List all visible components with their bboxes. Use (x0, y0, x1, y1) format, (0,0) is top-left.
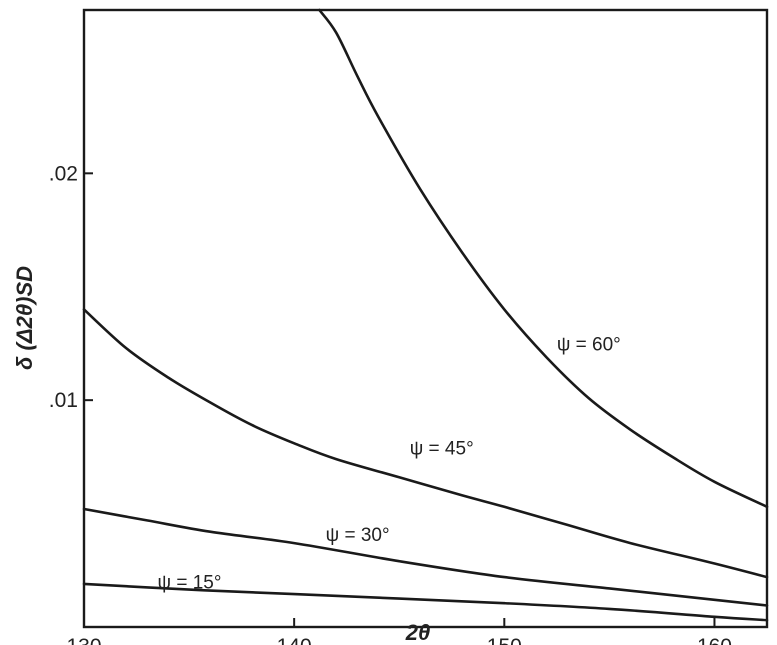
series-line (82, 308, 769, 579)
series-label: ψ = 45° (410, 439, 474, 460)
series-line (82, 507, 769, 607)
series-curves (82, 8, 769, 622)
y-axis: .01 .02 (49, 162, 93, 412)
series-line (318, 8, 769, 509)
series-label: ψ = 15° (158, 572, 222, 593)
y-tick-label: .02 (49, 162, 78, 185)
x-tick-label: 150 (487, 635, 522, 645)
series-labels: ψ = 15° ψ = 30° ψ = 45° ψ = 60° (158, 334, 621, 593)
series-label: ψ = 30° (326, 525, 390, 546)
x-tick-label: 130 (66, 635, 101, 645)
x-tick-label: 140 (277, 635, 312, 645)
series-label: ψ = 60° (557, 334, 621, 355)
series-line (82, 582, 769, 622)
x-axis-title: 2θ (405, 620, 431, 645)
x-axis: 130 140 150 160 (66, 618, 732, 645)
y-axis-title: δ (Δ2θ)SD (12, 266, 37, 370)
plot-frame (82, 8, 769, 629)
x-tick-label: 160 (697, 635, 732, 645)
y-tick-label: .01 (49, 389, 78, 412)
